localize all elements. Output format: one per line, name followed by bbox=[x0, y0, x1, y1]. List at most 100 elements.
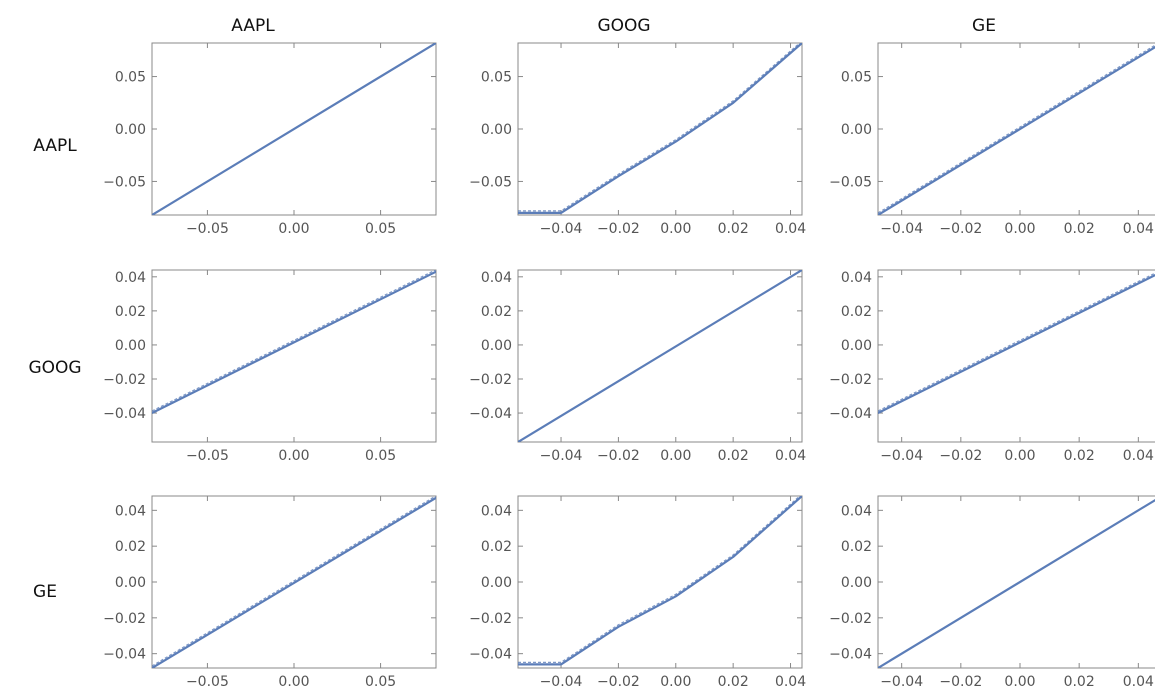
panel-aapl-goog-xtick-label: 0.04 bbox=[775, 221, 806, 237]
panel-goog-goog-ytick-label: 0.04 bbox=[481, 270, 512, 286]
column-label-ge: GE bbox=[972, 16, 996, 36]
panel-goog-goog-xtick-label: −0.02 bbox=[597, 448, 640, 464]
panel-goog-goog-xtick-label: 0.00 bbox=[660, 448, 691, 464]
panel-goog-ge-series-dashed bbox=[878, 272, 1155, 412]
row-label-goog: GOOG bbox=[28, 358, 82, 378]
panel-goog-ge-xtick-label: −0.04 bbox=[880, 448, 923, 464]
column-label-aapl: AAPL bbox=[231, 16, 275, 36]
panel-goog-ge-xtick-label: −0.02 bbox=[939, 448, 982, 464]
panel-ge-aapl-series-line bbox=[152, 496, 436, 668]
panel-ge-goog-xtick-label: −0.02 bbox=[597, 674, 640, 690]
panel-goog-goog-ytick-label: −0.04 bbox=[469, 406, 512, 422]
panel-goog-goog-xtick-label: 0.04 bbox=[775, 448, 806, 464]
panel-aapl-goog-xtick-label: −0.04 bbox=[540, 221, 583, 237]
panel-goog-goog-xtick-label: −0.04 bbox=[540, 448, 583, 464]
panel-ge-aapl-ytick-label: −0.04 bbox=[103, 647, 146, 663]
panel-ge-ge-xtick-label: 0.02 bbox=[1064, 674, 1095, 690]
panel-goog-goog-series-line bbox=[518, 270, 802, 442]
panel-ge-ge-ytick-label: 0.04 bbox=[841, 503, 872, 519]
panel-ge-aapl-xtick-label: 0.00 bbox=[278, 674, 309, 690]
panel-ge-ge-xtick-label: 0.04 bbox=[1123, 674, 1154, 690]
panel-aapl-goog-xtick-label: −0.02 bbox=[597, 221, 640, 237]
panel-ge-ge-ytick-label: 0.02 bbox=[841, 539, 872, 555]
panel-ge-goog-xtick-label: −0.04 bbox=[540, 674, 583, 690]
panel-goog-goog-ytick-label: −0.02 bbox=[469, 372, 512, 388]
panel-ge-ge-xtick-label: −0.04 bbox=[880, 674, 923, 690]
row-label-aapl: AAPL bbox=[33, 136, 77, 156]
panel-goog-aapl-ytick-label: 0.02 bbox=[115, 304, 146, 320]
row-label-ge: GE bbox=[33, 582, 57, 602]
panel-aapl-ge-series-line bbox=[878, 45, 1155, 215]
panel-aapl-goog-ytick-label: −0.05 bbox=[469, 174, 512, 190]
panel-aapl-goog-xtick-label: 0.00 bbox=[660, 221, 691, 237]
panel-goog-aapl-ytick-label: 0.00 bbox=[115, 338, 146, 354]
panel-aapl-ge-xtick-label: −0.04 bbox=[880, 221, 923, 237]
panel-ge-aapl-xtick-label: 0.05 bbox=[365, 674, 396, 690]
panel-aapl-aapl-xtick-label: 0.05 bbox=[365, 221, 396, 237]
panel-goog-ge-ytick-label: 0.04 bbox=[841, 270, 872, 286]
panel-ge-goog-ytick-label: 0.02 bbox=[481, 539, 512, 555]
panel-goog-aapl-ytick-label: −0.04 bbox=[103, 406, 146, 422]
panel-goog-aapl-xtick-label: 0.00 bbox=[278, 448, 309, 464]
panel-ge-ge-ytick-label: −0.04 bbox=[829, 647, 872, 663]
panel-goog-ge-series-line bbox=[878, 273, 1155, 414]
panel-ge-aapl-ytick-label: 0.02 bbox=[115, 539, 146, 555]
panel-aapl-goog-frame bbox=[517, 42, 803, 216]
panel-goog-goog-ytick-label: 0.02 bbox=[481, 304, 512, 320]
panel-ge-goog-ytick-label: 0.04 bbox=[481, 503, 512, 519]
panel-aapl-aapl-ytick-label: 0.05 bbox=[115, 70, 146, 86]
panel-goog-aapl-xtick-label: −0.05 bbox=[186, 448, 229, 464]
panel-ge-aapl-series-dashed bbox=[152, 496, 436, 667]
panel-aapl-ge-xtick-label: 0.02 bbox=[1064, 221, 1095, 237]
panel-goog-ge-ytick-label: 0.02 bbox=[841, 304, 872, 320]
panel-goog-ge-xtick-label: 0.02 bbox=[1064, 448, 1095, 464]
panel-ge-ge-ytick-label: 0.00 bbox=[841, 575, 872, 591]
panel-ge-ge-series-line bbox=[878, 498, 1155, 668]
panel-ge-goog-ytick-label: −0.02 bbox=[469, 611, 512, 627]
panel-ge-goog-ytick-label: 0.00 bbox=[481, 575, 512, 591]
panel-goog-aapl-ytick-label: −0.02 bbox=[103, 372, 146, 388]
panel-aapl-goog-xtick-label: 0.02 bbox=[718, 221, 749, 237]
panel-goog-goog-ytick-label: 0.00 bbox=[481, 338, 512, 354]
panel-goog-ge-xtick-label: 0.04 bbox=[1123, 448, 1154, 464]
panel-goog-aapl-xtick-label: 0.05 bbox=[365, 448, 396, 464]
panel-aapl-ge-ytick-label: 0.05 bbox=[841, 70, 872, 86]
panel-ge-ge-ytick-label: −0.02 bbox=[829, 611, 872, 627]
panel-aapl-aapl-xtick-label: −0.05 bbox=[186, 221, 229, 237]
panel-ge-aapl-ytick-label: 0.00 bbox=[115, 575, 146, 591]
panel-aapl-aapl-ytick-label: −0.05 bbox=[103, 174, 146, 190]
panel-ge-goog-xtick-label: 0.02 bbox=[718, 674, 749, 690]
panel-aapl-ge-ytick-label: 0.00 bbox=[841, 122, 872, 138]
panel-aapl-ge-series-dashed bbox=[878, 44, 1155, 214]
panel-goog-goog-xtick-label: 0.02 bbox=[718, 448, 749, 464]
panel-aapl-aapl-xtick-label: 0.00 bbox=[278, 221, 309, 237]
panel-ge-goog-xtick-label: 0.04 bbox=[775, 674, 806, 690]
panel-goog-aapl-ytick-label: 0.04 bbox=[115, 270, 146, 286]
panel-ge-aapl-ytick-label: 0.04 bbox=[115, 503, 146, 519]
panel-ge-goog-series-dashed bbox=[518, 496, 801, 664]
panel-ge-aapl-xtick-label: −0.05 bbox=[186, 674, 229, 690]
panel-ge-aapl-ytick-label: −0.02 bbox=[103, 611, 146, 627]
panel-goog-aapl-frame bbox=[151, 269, 437, 443]
panel-aapl-aapl-series-line bbox=[152, 43, 436, 215]
panel-ge-ge-xtick-label: 0.00 bbox=[1004, 674, 1035, 690]
panel-ge-goog-frame bbox=[517, 495, 803, 669]
panel-goog-aapl-series-line bbox=[152, 270, 436, 414]
column-label-goog: GOOG bbox=[597, 16, 651, 36]
panel-ge-goog-series-line bbox=[518, 496, 802, 666]
panel-aapl-ge-xtick-label: 0.04 bbox=[1123, 221, 1154, 237]
panel-ge-goog-xtick-label: 0.00 bbox=[660, 674, 691, 690]
panel-aapl-goog-ytick-label: 0.05 bbox=[481, 70, 512, 86]
panel-ge-goog-ytick-label: −0.04 bbox=[469, 647, 512, 663]
panel-aapl-goog-series-line bbox=[518, 43, 802, 214]
panel-goog-ge-ytick-label: 0.00 bbox=[841, 338, 872, 354]
panel-aapl-aapl-ytick-label: 0.00 bbox=[115, 122, 146, 138]
panel-aapl-ge-xtick-label: 0.00 bbox=[1004, 221, 1035, 237]
panel-aapl-goog-ytick-label: 0.00 bbox=[481, 122, 512, 138]
panel-goog-ge-xtick-label: 0.00 bbox=[1004, 448, 1035, 464]
panel-ge-ge-xtick-label: −0.02 bbox=[939, 674, 982, 690]
panel-goog-ge-ytick-label: −0.04 bbox=[829, 406, 872, 422]
panel-aapl-ge-ytick-label: −0.05 bbox=[829, 174, 872, 190]
